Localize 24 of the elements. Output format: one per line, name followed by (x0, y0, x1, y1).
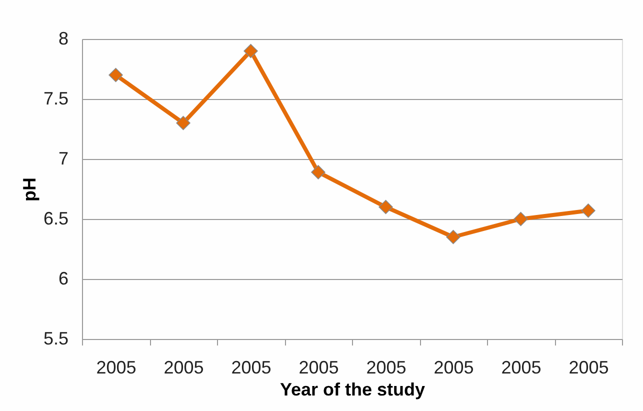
x-tick-label: 2005 (164, 358, 204, 378)
x-tick-label: 2005 (231, 358, 272, 378)
point (378, 200, 393, 214)
x-tick-label: 2005 (434, 358, 474, 378)
y-tick-label: 7.5 (43, 88, 68, 108)
point (176, 116, 190, 130)
point (446, 230, 460, 244)
point (581, 203, 596, 218)
x-tick-label: 2005 (366, 358, 406, 378)
point (244, 44, 258, 58)
y-tick-label: 5.5 (43, 328, 68, 348)
x-tick-label: 2005 (501, 358, 542, 378)
point (514, 212, 528, 226)
y-tick-label: 8 (58, 28, 68, 48)
x-tick-label: 2005 (568, 358, 609, 378)
point (311, 165, 326, 180)
x-tick-label: 2005 (96, 358, 136, 378)
y-tick-label: 7 (58, 148, 68, 168)
y-tick-label: 6.5 (43, 208, 68, 228)
point (108, 68, 123, 82)
x-tick-label: 2005 (298, 358, 339, 378)
y-axis-title: pH (19, 178, 40, 202)
y-tick-label: 6 (58, 268, 68, 288)
x-axis-title: Year of the study (280, 380, 426, 400)
